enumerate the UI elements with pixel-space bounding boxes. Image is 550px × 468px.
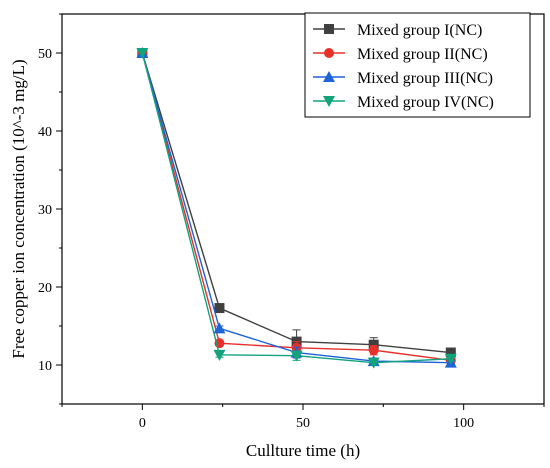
- data-point: [444, 353, 457, 365]
- legend-label: Mixed group III(NC): [357, 70, 493, 87]
- y-tick-label: 30: [38, 203, 52, 218]
- data-point: [445, 347, 456, 358]
- y-tick-label: 20: [38, 281, 52, 296]
- data-point: [367, 357, 380, 369]
- data-point: [290, 350, 303, 362]
- y-tick-label: 10: [38, 359, 52, 374]
- legend-entry: Mixed group III(NC): [313, 70, 493, 87]
- legend: Mixed group I(NC) Mixed group II(NC) Mixed…: [304, 12, 531, 118]
- legend-entry: Mixed group I(NC): [313, 22, 482, 39]
- data-point: [213, 349, 226, 361]
- legend-marker: [324, 48, 334, 58]
- legend-marker: [323, 96, 335, 107]
- x-tick-label: 0: [139, 416, 146, 431]
- legend-marker: [323, 71, 335, 82]
- data-point: [213, 322, 226, 334]
- legend-entry: Mixed group IV(NC): [313, 94, 494, 111]
- data-point: [368, 345, 379, 356]
- x-tick-label: 100: [453, 416, 474, 431]
- x-tick-label: 50: [296, 416, 310, 431]
- series-layer: [136, 47, 457, 369]
- series-4: [136, 48, 457, 369]
- legend-marker: [324, 24, 334, 34]
- y-axis-title: Free copper ion concentration (10^-3 mg/…: [9, 59, 28, 358]
- y-tick-label: 50: [38, 47, 52, 62]
- y-tick-label: 40: [38, 125, 52, 140]
- axes: 0 50 100 10 20 30 40 50: [38, 13, 545, 431]
- data-point: [368, 339, 379, 350]
- data-point: [214, 303, 225, 314]
- legend-label: Mixed group IV(NC): [357, 94, 494, 111]
- x-axis-title: Cullture time (h): [246, 441, 360, 460]
- legend-entry: Mixed group II(NC): [313, 46, 488, 63]
- data-point: [136, 48, 149, 59]
- legend-box: [304, 12, 531, 118]
- legend-label: Mixed group I(NC): [357, 22, 482, 39]
- legend-label: Mixed group II(NC): [357, 46, 488, 63]
